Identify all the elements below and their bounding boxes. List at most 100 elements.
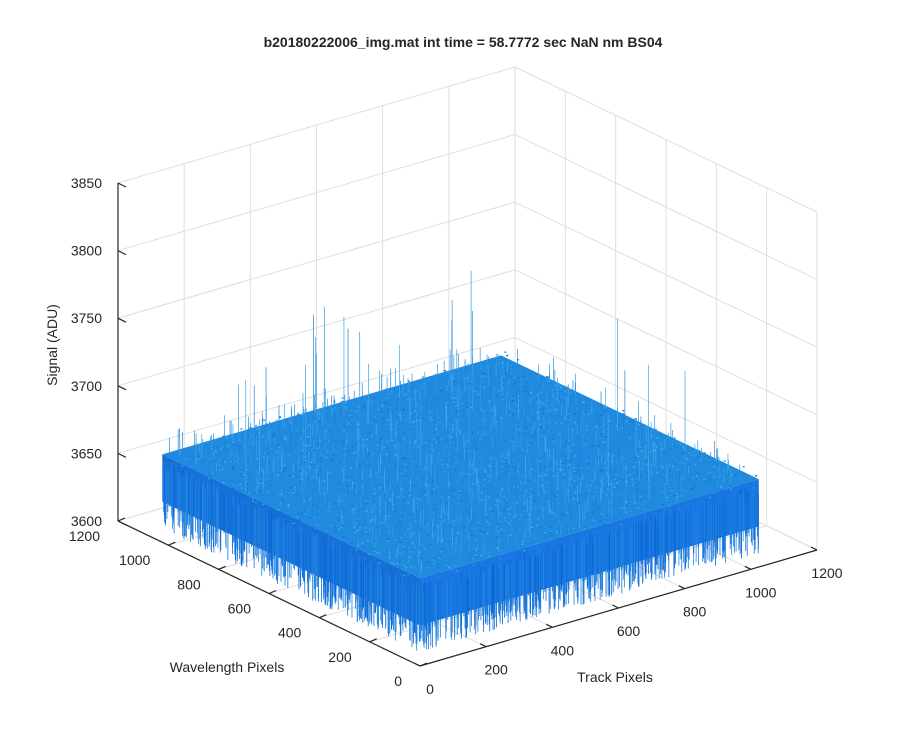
surface-noise	[336, 505, 339, 508]
surface-noise	[405, 567, 408, 569]
surface-noise	[369, 485, 372, 487]
surface-noise	[499, 558, 502, 560]
surface-noise	[563, 473, 566, 476]
surface-noise	[472, 390, 475, 392]
surface-noise	[585, 438, 588, 441]
surface-noise	[409, 467, 412, 470]
z-tick-mark	[117, 317, 127, 323]
surface-noise	[592, 519, 595, 522]
surface-noise	[298, 506, 301, 509]
surface-noise	[690, 474, 693, 476]
surface-noise	[313, 420, 316, 423]
surface-noise	[369, 500, 372, 503]
surface-noise	[634, 502, 637, 504]
surface-noise	[533, 405, 536, 407]
surface-noise	[547, 431, 550, 433]
surface-noise	[538, 420, 541, 423]
z-tick-label: 3600	[71, 513, 102, 529]
surface-noise	[295, 517, 298, 519]
surface-noise	[534, 543, 537, 546]
surface-noise	[410, 421, 413, 423]
surface-noise	[314, 528, 317, 530]
surface-noise	[713, 485, 716, 487]
surface-noise	[707, 472, 710, 474]
surface-noise	[587, 463, 590, 465]
surface-noise	[561, 513, 564, 515]
surface-noise	[508, 384, 510, 387]
surface-noise	[565, 493, 567, 495]
surface-noise	[373, 455, 376, 457]
surface-noise	[382, 420, 385, 422]
surface-noise	[391, 410, 393, 412]
surface-noise	[521, 545, 524, 547]
surface-noise	[333, 502, 336, 504]
surface-noise	[475, 500, 478, 502]
surface-noise	[260, 473, 263, 476]
surface-noise	[510, 368, 512, 370]
surface-noise	[469, 474, 472, 476]
surface-noise	[475, 555, 478, 558]
surface-noise	[458, 499, 461, 501]
surface-noise	[291, 439, 294, 441]
surface-noise	[287, 455, 290, 457]
surface-noise	[335, 523, 338, 526]
surface-noise	[337, 517, 339, 519]
surface-noise	[459, 490, 462, 492]
surface-noise	[464, 387, 467, 390]
surface-noise	[283, 436, 286, 438]
surface-noise	[552, 434, 555, 437]
surface-noise	[195, 458, 198, 460]
surface-noise	[427, 567, 430, 569]
surface-noise	[714, 459, 717, 461]
surface-noise	[389, 405, 392, 407]
surface-noise	[507, 474, 510, 476]
surface-noise	[708, 459, 711, 461]
surface-noise	[724, 476, 726, 478]
surface-noise	[448, 524, 451, 527]
surface-noise	[421, 462, 424, 464]
surface-noise	[414, 546, 416, 548]
surface-noise	[415, 567, 418, 570]
surface-noise	[338, 519, 341, 522]
surface-noise	[490, 512, 493, 514]
surface-noise	[534, 428, 537, 430]
surface-noise	[579, 483, 582, 485]
surface-noise	[465, 473, 468, 475]
surface-noise	[457, 570, 460, 573]
surface-noise	[575, 448, 578, 450]
surface-noise	[710, 476, 713, 479]
surface-noise	[568, 463, 571, 466]
surface-noise	[357, 406, 360, 408]
surface-noise	[350, 423, 353, 426]
surface-noise	[340, 421, 343, 423]
surface-noise	[499, 372, 502, 374]
surface-noise	[300, 444, 303, 446]
surface-noise	[261, 482, 264, 484]
surface-noise	[639, 474, 642, 477]
surface-noise	[404, 487, 407, 489]
surface-noise	[402, 496, 405, 498]
surface-noise	[520, 494, 523, 496]
surface-noise	[427, 524, 430, 526]
surface-noise	[556, 521, 559, 523]
surface-noise	[399, 558, 402, 560]
surface-noise	[474, 511, 477, 513]
surface-noise	[511, 397, 514, 400]
surface-noise	[232, 467, 235, 469]
surface-noise	[697, 472, 700, 475]
surface-noise	[432, 411, 435, 413]
surface-noise	[682, 494, 684, 496]
right-wall-grid-line	[514, 134, 818, 281]
surface-noise	[669, 494, 672, 497]
surface-noise	[584, 410, 587, 413]
surface-noise	[667, 479, 670, 482]
surface-noise	[283, 467, 286, 470]
surface-noise	[473, 550, 475, 553]
surface-noise	[439, 516, 442, 518]
surface-noise	[478, 363, 481, 365]
surface-noise	[290, 438, 293, 440]
surface-noise	[341, 397, 344, 399]
surface-noise	[280, 468, 282, 471]
surface-noise	[440, 459, 443, 461]
surface-noise	[423, 562, 426, 564]
